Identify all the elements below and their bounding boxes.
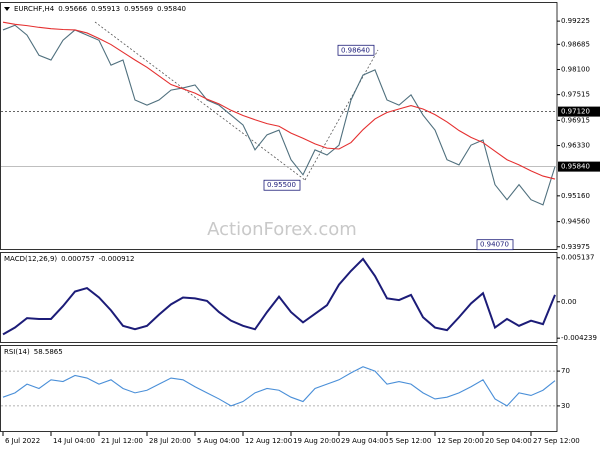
series-line	[2, 21, 556, 180]
y-tick-label: 0.95160	[561, 192, 590, 200]
x-tick-label: 14 Jul 04:00	[53, 437, 95, 445]
x-tick-label: 20 Sep 04:00	[485, 437, 532, 445]
x-tick-label: 6 Jul 2022	[5, 437, 40, 445]
y-tick-label: 0.97515	[561, 91, 590, 99]
x-tick-label: 5 Sep 12:00	[389, 437, 431, 445]
header-value: 0.000757	[61, 255, 94, 263]
y-tick-label: 0.98685	[561, 40, 590, 48]
header-value: 0.95913	[91, 5, 120, 13]
x-tick-label: 12 Aug 12:00	[245, 437, 292, 445]
level-label-bg	[558, 106, 600, 117]
y-tick-label: 0.96330	[561, 142, 590, 150]
panel-frame	[0, 252, 558, 343]
y-tick-label: 0.005137	[561, 254, 594, 262]
header-value: 58.5865	[34, 348, 63, 356]
x-tick-label: 19 Aug 20:00	[293, 437, 340, 445]
price-label-box	[476, 239, 514, 251]
y-tick-label: 0.99225	[561, 17, 590, 25]
y-tick-label: 30	[561, 402, 570, 410]
x-tick-label: 29 Aug 04:00	[341, 437, 388, 445]
y-tick-label: -0.004239	[561, 334, 597, 342]
panel-header: RSI(14) 58.5865	[4, 348, 63, 356]
dropdown-arrow	[4, 7, 10, 11]
header-value: 0.95666	[58, 5, 87, 13]
last-price-label: 0.95840	[561, 163, 590, 171]
panel-title: MACD(12,26,9)	[4, 255, 57, 263]
x-tick-label: 27 Sep 12:00	[533, 437, 580, 445]
y-tick-label: 0.94560	[561, 218, 590, 226]
series-line	[2, 257, 556, 336]
price-label: 0.98640	[341, 46, 370, 54]
header-value: 0.95840	[157, 5, 186, 13]
y-tick-label: 0.96915	[561, 116, 590, 124]
panel-header: EURCHF,H4 0.95666 0.95913 0.95569 0.95840	[14, 5, 186, 13]
level-label: 0.97120	[561, 108, 590, 116]
series-line	[2, 24, 556, 206]
watermark: ActionForex.com	[207, 219, 357, 240]
x-tick-label: 12 Sep 20:00	[437, 437, 484, 445]
panel-title: RSI(14)	[4, 348, 30, 356]
series-line	[2, 366, 556, 407]
trend-line	[304, 49, 379, 181]
x-tick-label: 28 Jul 20:00	[149, 437, 191, 445]
y-tick-label: 70	[561, 367, 570, 375]
header-value: 0.95569	[124, 5, 153, 13]
panel-frame	[0, 2, 558, 250]
x-tick-label: 5 Aug 04:00	[197, 437, 240, 445]
price-label: 0.95500	[267, 181, 296, 189]
price-label: 0.94070	[480, 241, 509, 249]
y-tick-label: 0.00	[561, 298, 577, 306]
trend-line	[94, 21, 306, 181]
panel-header: MACD(12,26,9) 0.000757 -0.000912	[4, 255, 135, 263]
panel-title: EURCHF,H4	[14, 5, 55, 13]
last-price-bg	[558, 161, 600, 172]
y-tick-label: 0.93975	[561, 243, 590, 251]
x-tick-label: 21 Jul 12:00	[101, 437, 143, 445]
panel-frame	[0, 345, 558, 432]
price-label-box	[263, 179, 301, 191]
header-value: -0.000912	[99, 255, 135, 263]
price-label-box	[337, 44, 375, 56]
y-tick-label: 0.98100	[561, 65, 590, 73]
